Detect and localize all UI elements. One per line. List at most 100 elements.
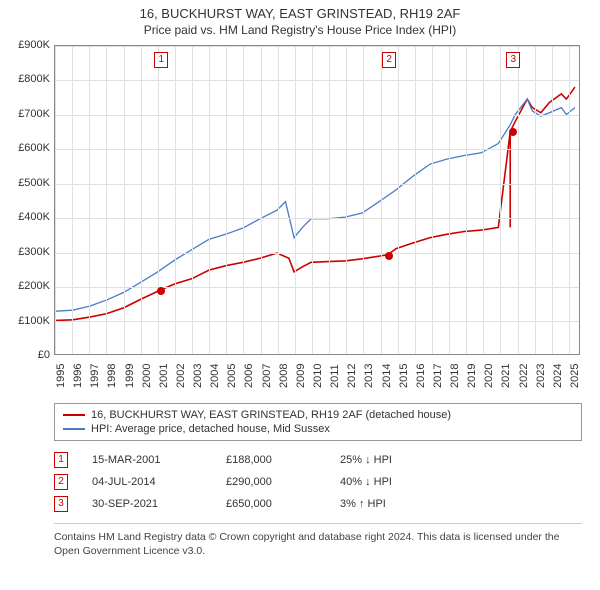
y-axis-label: £700K	[4, 108, 50, 120]
gridline-v	[209, 46, 210, 354]
y-axis-label: £600K	[4, 142, 50, 154]
x-axis-label: 2004	[209, 363, 221, 387]
x-axis-label: 1997	[89, 363, 101, 387]
gridline-v	[363, 46, 364, 354]
legend-item: HPI: Average price, detached house, Mid …	[63, 422, 573, 436]
x-axis-label: 2015	[398, 363, 410, 387]
x-axis-label: 2018	[449, 363, 461, 387]
gridline-v	[483, 46, 484, 354]
sale-marker-box: 2	[54, 474, 68, 490]
x-axis-label: 2024	[552, 363, 564, 387]
gridline-v	[381, 46, 382, 354]
legend-swatch	[63, 414, 85, 416]
x-axis-label: 2014	[381, 363, 393, 387]
gridline-v	[535, 46, 536, 354]
sale-date: 15-MAR-2001	[92, 454, 202, 466]
sale-marker-box: 3	[54, 496, 68, 512]
y-axis-label: £100K	[4, 315, 50, 327]
gridline-v	[295, 46, 296, 354]
y-axis-label: £300K	[4, 246, 50, 258]
sale-diff: 25% ↓ HPI	[340, 454, 430, 466]
x-axis-label: 2021	[500, 363, 512, 387]
sales-row: 1 15-MAR-2001 £188,000 25% ↓ HPI	[54, 449, 582, 471]
x-axis-label: 2001	[158, 363, 170, 387]
legend: 16, BUCKHURST WAY, EAST GRINSTEAD, RH19 …	[54, 403, 582, 441]
x-axis-label: 1995	[55, 363, 67, 387]
legend-label: HPI: Average price, detached house, Mid …	[91, 423, 330, 435]
legend-label: 16, BUCKHURST WAY, EAST GRINSTEAD, RH19 …	[91, 409, 451, 421]
x-axis-label: 2008	[278, 363, 290, 387]
sale-dot	[385, 252, 393, 260]
x-axis-label: 2019	[466, 363, 478, 387]
chart-title-line2: Price paid vs. HM Land Registry's House …	[0, 23, 600, 41]
gridline-v	[432, 46, 433, 354]
x-axis-label: 2000	[141, 363, 153, 387]
legend-item: 16, BUCKHURST WAY, EAST GRINSTEAD, RH19 …	[63, 408, 573, 422]
sale-marker-box: 2	[382, 52, 396, 68]
gridline-v	[329, 46, 330, 354]
x-axis-label: 1996	[72, 363, 84, 387]
gridline-v	[569, 46, 570, 354]
sale-marker-box: 1	[54, 452, 68, 468]
gridline-v	[158, 46, 159, 354]
sale-date: 04-JUL-2014	[92, 476, 202, 488]
x-axis-label: 2013	[363, 363, 375, 387]
gridline-v	[55, 46, 56, 354]
x-axis-label: 2012	[346, 363, 358, 387]
x-axis-label: 2025	[569, 363, 581, 387]
y-axis-label: £200K	[4, 280, 50, 292]
series-property	[56, 87, 575, 320]
sale-marker-box: 3	[506, 52, 520, 68]
x-axis-label: 2010	[312, 363, 324, 387]
sale-diff: 3% ↑ HPI	[340, 498, 430, 510]
gridline-v	[175, 46, 176, 354]
x-axis-label: 2007	[261, 363, 273, 387]
gridline-v	[72, 46, 73, 354]
gridline-v	[261, 46, 262, 354]
sales-table: 1 15-MAR-2001 £188,000 25% ↓ HPI 2 04-JUL-201…	[54, 449, 582, 515]
y-axis-label: £800K	[4, 73, 50, 85]
gridline-v	[192, 46, 193, 354]
sale-diff: 40% ↓ HPI	[340, 476, 430, 488]
x-axis-label: 2016	[415, 363, 427, 387]
gridline-v	[552, 46, 553, 354]
x-axis-label: 2017	[432, 363, 444, 387]
chart-container: 16, BUCKHURST WAY, EAST GRINSTEAD, RH19 …	[0, 0, 600, 590]
x-axis-label: 2002	[175, 363, 187, 387]
plot-area: 1995199619971998199920002001200220032004…	[54, 45, 580, 355]
series-hpi	[56, 99, 575, 311]
x-axis-label: 2023	[535, 363, 547, 387]
sales-row: 3 30-SEP-2021 £650,000 3% ↑ HPI	[54, 493, 582, 515]
sales-row: 204-JUL-2014£290,00040% ↓ HPI	[54, 471, 582, 493]
gridline-v	[89, 46, 90, 354]
sale-date: 30-SEP-2021	[92, 498, 202, 510]
gridline-v	[415, 46, 416, 354]
y-axis-label: £500K	[4, 177, 50, 189]
x-axis-label: 2005	[226, 363, 238, 387]
x-axis-label: 1999	[124, 363, 136, 387]
gridline-v	[449, 46, 450, 354]
sale-price: £188,000	[226, 454, 316, 466]
x-axis-label: 2003	[192, 363, 204, 387]
sale-dot	[157, 287, 165, 295]
x-axis-label: 2022	[518, 363, 530, 387]
gridline-v	[518, 46, 519, 354]
sale-marker-box: 1	[154, 52, 168, 68]
gridline-v	[226, 46, 227, 354]
chart-title-line1: 16, BUCKHURST WAY, EAST GRINSTEAD, RH19 …	[0, 0, 600, 23]
gridline-v	[312, 46, 313, 354]
x-axis-label: 2006	[243, 363, 255, 387]
y-axis-label: £900K	[4, 39, 50, 51]
gridline-v	[278, 46, 279, 354]
gridline-v	[141, 46, 142, 354]
sale-dot	[509, 128, 517, 136]
attribution-footer: Contains HM Land Registry data © Crown c…	[54, 523, 582, 558]
gridline-v	[500, 46, 501, 354]
gridline-v	[466, 46, 467, 354]
gridline-v	[124, 46, 125, 354]
gridline-v	[106, 46, 107, 354]
gridline-v	[346, 46, 347, 354]
legend-swatch	[63, 428, 85, 430]
sale-price: £650,000	[226, 498, 316, 510]
gridline-v	[243, 46, 244, 354]
